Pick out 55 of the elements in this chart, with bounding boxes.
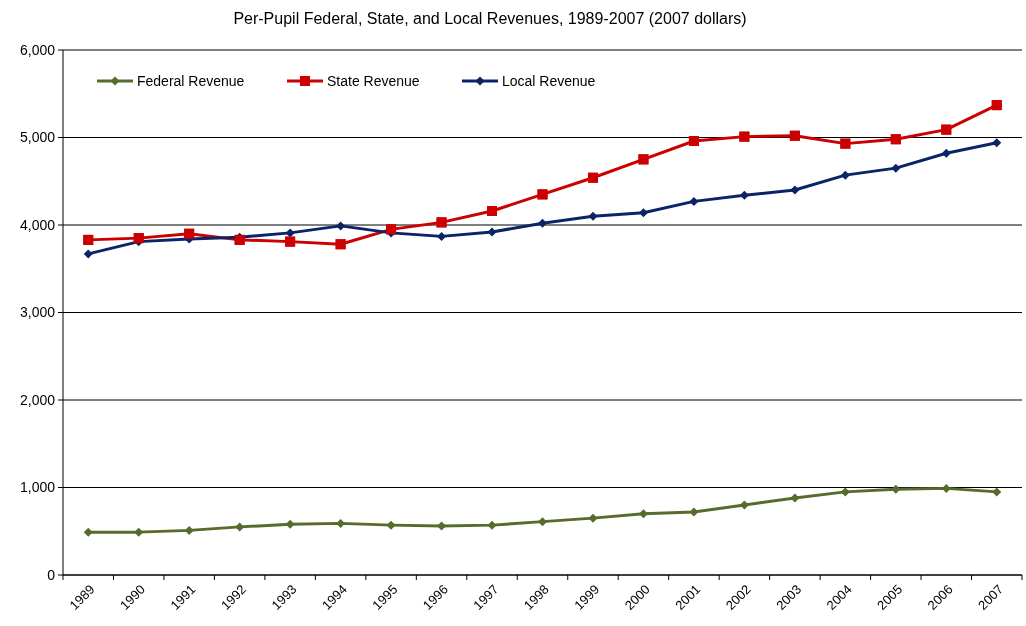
point: [689, 196, 699, 206]
point: [638, 154, 649, 165]
point: [184, 525, 194, 535]
legend-label: Local Revenue: [502, 72, 596, 89]
y-tick-label: 2,000: [19, 391, 56, 408]
point: [638, 208, 648, 218]
point: [790, 493, 800, 503]
point: [83, 527, 93, 537]
point: [134, 527, 144, 537]
point: [537, 189, 548, 200]
point: [790, 185, 800, 195]
point: [941, 124, 952, 135]
point: [386, 520, 396, 530]
point: [739, 190, 749, 200]
point: [538, 517, 547, 527]
chart-title: Per-Pupil Federal, State, and Local Revenues, 1989-2007 (2007 dollars): [233, 10, 747, 27]
point: [335, 239, 346, 250]
point: [688, 136, 699, 146]
y-tick-label: 0: [47, 566, 56, 583]
point: [840, 170, 850, 180]
point: [437, 231, 447, 241]
point: [941, 148, 951, 158]
point: [386, 224, 397, 235]
point: [891, 163, 901, 173]
point: [285, 228, 295, 238]
point: [890, 134, 901, 145]
point: [840, 138, 851, 149]
point: [336, 518, 346, 528]
y-tick-label: 3,000: [19, 304, 56, 321]
y-tick-label: 6,000: [19, 41, 56, 58]
point: [588, 513, 598, 523]
point: [992, 138, 1002, 148]
point: [891, 484, 901, 494]
point: [285, 236, 296, 247]
point: [83, 249, 93, 259]
point: [487, 520, 497, 530]
point: [184, 228, 195, 239]
point: [487, 227, 497, 237]
point: [739, 131, 750, 142]
y-tick-label: 1,000: [19, 479, 56, 496]
point: [991, 100, 1002, 111]
point: [992, 487, 1002, 497]
point: [538, 218, 547, 228]
legend-label: Federal Revenue: [137, 72, 245, 89]
point: [133, 233, 144, 244]
point: [83, 234, 94, 245]
point: [436, 217, 447, 228]
y-tick-label: 5,000: [19, 129, 56, 146]
point: [689, 507, 699, 517]
legend-label: State Revenue: [327, 72, 420, 89]
point: [587, 172, 598, 183]
y-tick-label: 4,000: [19, 216, 56, 233]
point: [588, 211, 598, 221]
point: [789, 130, 800, 141]
point: [638, 509, 648, 519]
